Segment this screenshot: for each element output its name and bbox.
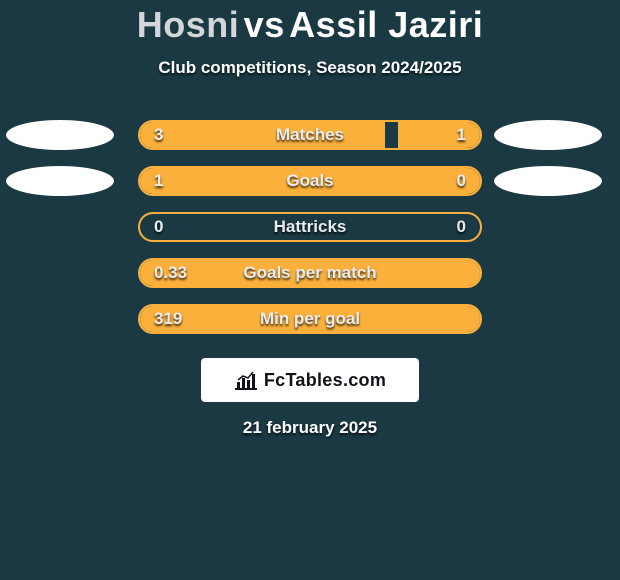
stat-row: 0 Hattricks 0 xyxy=(0,212,620,242)
stat-label: Hattricks xyxy=(140,214,480,240)
brand-badge[interactable]: FcTables.com xyxy=(201,358,419,402)
stat-bar: 1 Goals 0 xyxy=(138,166,482,196)
avatar-slot-left xyxy=(0,120,138,150)
stat-row: 0.33 Goals per match xyxy=(0,258,620,288)
stat-bar: 319 Min per goal xyxy=(138,304,482,334)
brand-text: FcTables.com xyxy=(264,370,386,391)
stat-label: Goals xyxy=(140,168,480,194)
stats-container: 3 Matches 1 1 Goals 0 0 Hattricks 0 xyxy=(0,120,620,334)
chart-bars-icon xyxy=(234,370,258,390)
stat-row: 319 Min per goal xyxy=(0,304,620,334)
player-b-name: Assil Jaziri xyxy=(289,4,483,45)
stat-bar: 0.33 Goals per match xyxy=(138,258,482,288)
vs-separator: vs xyxy=(244,4,285,45)
avatar-placeholder xyxy=(6,166,114,196)
avatar-slot-left xyxy=(0,166,138,196)
stat-right-value: 0 xyxy=(457,214,466,240)
generated-date: 21 february 2025 xyxy=(0,418,620,438)
avatar-slot-right xyxy=(482,166,620,196)
stat-row: 3 Matches 1 xyxy=(0,120,620,150)
stat-row: 1 Goals 0 xyxy=(0,166,620,196)
subtitle: Club competitions, Season 2024/2025 xyxy=(0,58,620,78)
stat-label: Matches xyxy=(140,122,480,148)
stat-right-value: 1 xyxy=(457,122,466,148)
stat-bar: 0 Hattricks 0 xyxy=(138,212,482,242)
stat-bar: 3 Matches 1 xyxy=(138,120,482,150)
avatar-slot-right xyxy=(482,120,620,150)
comparison-title: Hosni vs Assil Jaziri xyxy=(0,0,620,46)
player-a-name: Hosni xyxy=(137,4,240,45)
stat-label: Goals per match xyxy=(140,260,480,286)
avatar-placeholder xyxy=(6,120,114,150)
stat-label: Min per goal xyxy=(140,306,480,332)
avatar-placeholder xyxy=(494,166,602,196)
stat-right-value: 0 xyxy=(457,168,466,194)
avatar-placeholder xyxy=(494,120,602,150)
